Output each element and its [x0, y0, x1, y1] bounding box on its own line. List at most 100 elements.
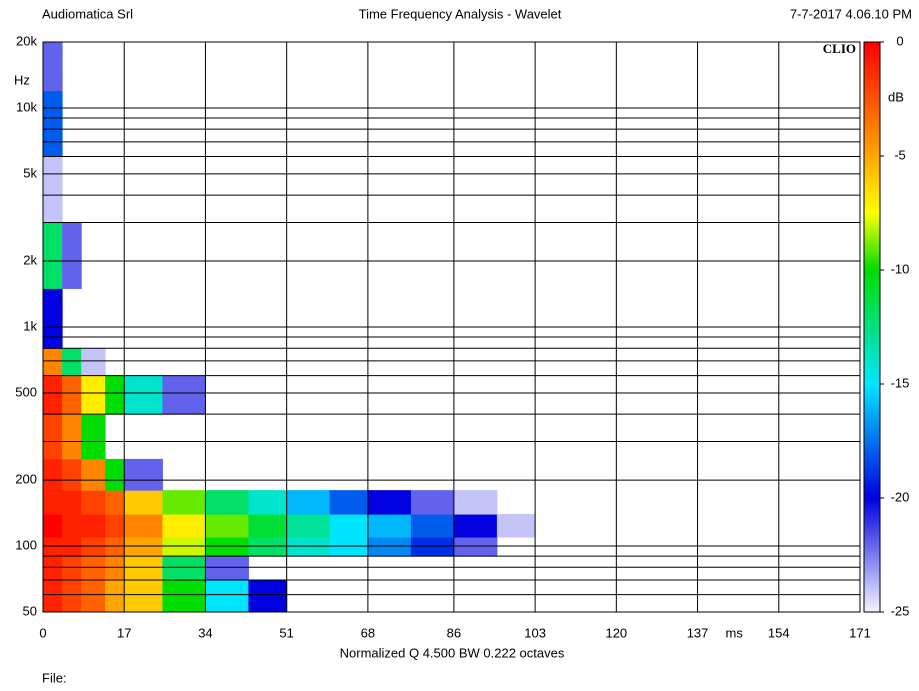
heat-cell — [81, 514, 106, 538]
heat-cell — [124, 458, 163, 491]
heat-cell — [62, 458, 82, 491]
heat-cell — [453, 536, 498, 557]
heat-cell — [81, 458, 106, 491]
header-right: 7-7-2017 4.06.10 PM — [790, 6, 912, 21]
heat-cell — [329, 490, 369, 515]
heat-cell — [62, 348, 82, 377]
heat-cell — [205, 556, 249, 581]
heat-cell — [105, 375, 125, 415]
heat-cell — [205, 514, 249, 538]
heat-cell — [329, 514, 369, 538]
heat-cell — [162, 514, 206, 538]
y-unit: Hz — [14, 72, 30, 87]
y-tick-label: 100 — [15, 537, 37, 552]
colorbar-tick-label: 0 — [896, 33, 903, 48]
x-tick-label: 34 — [198, 625, 212, 640]
heat-cell — [124, 536, 163, 557]
heat-cell — [62, 414, 82, 460]
heat-cell — [248, 579, 288, 613]
heat-cell — [105, 556, 125, 581]
heat-cell — [105, 579, 125, 613]
y-tick-label: 2k — [23, 252, 37, 267]
x-tick-label: 137 — [687, 625, 709, 640]
heat-cell — [124, 556, 163, 581]
heat-cell — [367, 490, 412, 515]
x-tick-label: 68 — [361, 625, 375, 640]
x-tick-label: 154 — [768, 625, 790, 640]
heat-cell — [124, 490, 163, 515]
y-tick-label: 20k — [16, 33, 37, 48]
x-tick-label: 17 — [117, 625, 131, 640]
heat-cell — [81, 579, 106, 613]
heat-cell — [43, 288, 63, 349]
x-tick-label: 103 — [524, 625, 546, 640]
heat-cell — [62, 536, 82, 557]
heat-cell — [248, 490, 288, 515]
plot-frame — [42, 41, 861, 613]
x-tick-label: 51 — [279, 625, 293, 640]
x-tick-label: 86 — [447, 625, 461, 640]
heat-cell — [162, 490, 206, 515]
colorbar-tick-label: -15 — [891, 375, 910, 390]
heat-cell — [286, 514, 331, 538]
x-unit: ms — [725, 625, 743, 640]
y-tick-label: 200 — [15, 472, 37, 487]
y-tick-label: 5k — [23, 165, 37, 180]
heat-cell — [105, 490, 125, 515]
heat-cell — [124, 375, 163, 415]
heat-cell — [367, 514, 412, 538]
heat-cell — [162, 579, 206, 613]
heat-cell — [124, 579, 163, 613]
heat-cell — [286, 536, 331, 557]
heat-cell — [43, 156, 63, 223]
heat-cell — [62, 514, 82, 538]
heat-cell — [453, 514, 498, 538]
heat-cell — [410, 536, 455, 557]
y-tick-label: 1k — [23, 318, 37, 333]
heat-cell — [43, 458, 63, 491]
heat-cell — [105, 536, 125, 557]
brand: CLIO — [823, 41, 856, 56]
heat-cell — [205, 490, 249, 515]
z-unit: dB — [888, 89, 904, 104]
heat-cell — [81, 556, 106, 581]
heat-cell — [43, 348, 63, 377]
heat-cell — [81, 414, 106, 460]
colorbar-tick-label: -20 — [891, 489, 910, 504]
heat-cell — [43, 556, 63, 581]
heat-cell — [410, 490, 455, 515]
heat-cell — [286, 490, 331, 515]
heat-cell — [81, 536, 106, 557]
y-tick-label: 50 — [23, 603, 37, 618]
x-tick-label: 0 — [39, 625, 46, 640]
heat-cell — [81, 348, 106, 377]
heat-cell — [367, 536, 412, 557]
heat-cell — [81, 375, 106, 415]
heat-cell — [43, 90, 63, 158]
heat-cell — [43, 536, 63, 557]
heat-cell — [62, 556, 82, 581]
heat-cell — [43, 490, 63, 515]
heat-cell — [105, 514, 125, 538]
heat-cell — [81, 490, 106, 515]
heat-cell — [329, 536, 369, 557]
heat-cell — [43, 375, 63, 415]
heat-cell — [43, 42, 63, 92]
heat-cell — [248, 536, 288, 557]
heat-cell — [43, 579, 63, 613]
heat-cell — [62, 490, 82, 515]
heat-cell — [105, 458, 125, 491]
heat-cell — [62, 222, 82, 289]
footer-file: File: — [42, 670, 67, 685]
heat-cell — [205, 536, 249, 557]
heat-cell — [43, 514, 63, 538]
heat-cell — [162, 375, 206, 415]
heat-cell — [43, 222, 63, 289]
x-tick-label: 171 — [849, 625, 871, 640]
heat-cell — [62, 375, 82, 415]
heat-cell — [162, 556, 206, 581]
heat-cell — [453, 490, 498, 515]
y-tick-label: 10k — [16, 99, 37, 114]
heat-cell — [62, 579, 82, 613]
